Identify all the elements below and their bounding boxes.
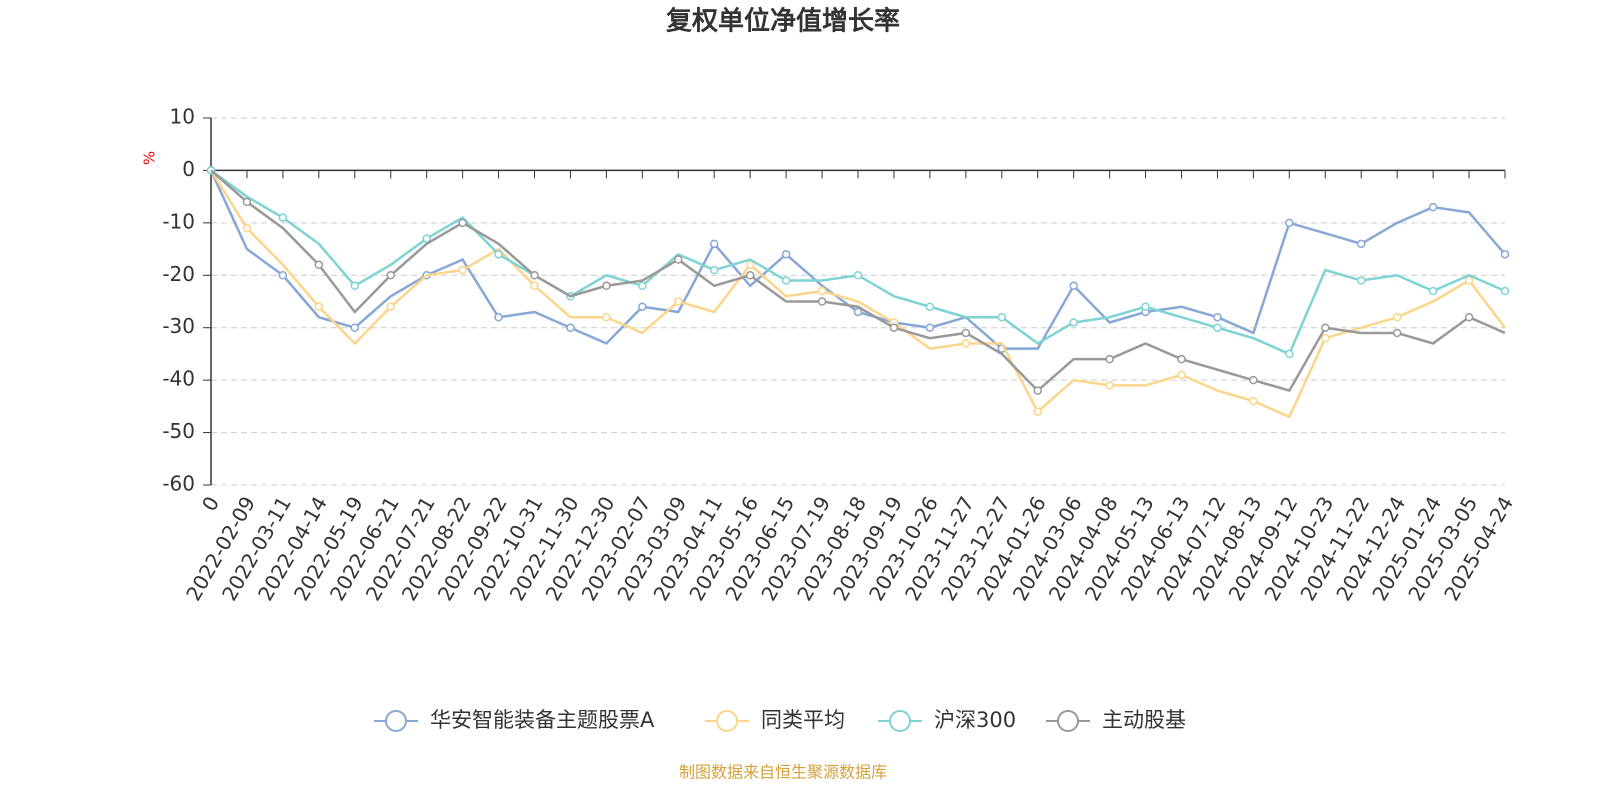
point: [925, 302, 935, 311]
point: [674, 297, 683, 306]
point: [1464, 312, 1474, 322]
point: [1105, 381, 1114, 390]
point: [242, 223, 252, 233]
point: [709, 239, 719, 249]
point: [817, 297, 827, 306]
y-tick-label: -20: [162, 262, 195, 286]
point: [997, 312, 1007, 322]
x-tick-label: 0: [197, 492, 224, 515]
point: [745, 271, 755, 280]
point: [961, 339, 971, 348]
point: [314, 260, 324, 270]
point: [1464, 276, 1474, 285]
legend-marker: [716, 710, 738, 732]
point: [350, 281, 360, 291]
point: [1177, 354, 1186, 364]
point: [1177, 370, 1186, 380]
series-line: [210, 169, 1506, 393]
y-tick-label: -50: [162, 419, 195, 443]
point: [386, 302, 395, 311]
point: [853, 271, 863, 280]
point: [1392, 328, 1402, 338]
point: [781, 276, 791, 285]
point: [494, 250, 503, 259]
point: [674, 255, 683, 264]
point: [1356, 239, 1366, 249]
point: [1141, 302, 1150, 311]
point: [1249, 396, 1258, 406]
point: [350, 323, 360, 332]
point: [1428, 286, 1438, 296]
point: [278, 271, 288, 280]
point: [278, 213, 288, 222]
y-tick-label: 0: [182, 157, 195, 181]
point: [242, 197, 252, 207]
point: [1069, 281, 1078, 291]
legend-marker: [889, 710, 911, 732]
legend-marker: [1057, 710, 1079, 732]
legend-label: 沪深300: [934, 708, 1016, 732]
point: [709, 265, 719, 275]
point: [781, 250, 791, 259]
legend-label: 主动股基: [1102, 708, 1186, 732]
source: 制图数据来自恒生聚源数据库: [679, 763, 887, 782]
point: [1105, 354, 1114, 364]
point: [530, 281, 539, 291]
y-tick-label: -40: [162, 367, 195, 391]
point: [1069, 318, 1078, 327]
point: [1213, 323, 1222, 332]
point: [1213, 312, 1222, 322]
point: [1428, 202, 1438, 212]
point: [638, 281, 647, 291]
point: [1392, 312, 1402, 322]
point: [1249, 375, 1258, 385]
point: [314, 302, 324, 311]
point: [458, 265, 467, 275]
point: [1321, 323, 1330, 332]
point: [1285, 349, 1294, 359]
point: [1033, 386, 1042, 395]
point: [961, 328, 971, 338]
legend-label: 同类平均: [761, 708, 845, 732]
point: [889, 323, 899, 332]
point: [1500, 250, 1510, 259]
y-tick-label: -10: [162, 209, 195, 233]
point: [566, 323, 575, 332]
point: [745, 260, 755, 270]
point: [853, 307, 863, 317]
point: [638, 302, 647, 311]
point: [386, 271, 395, 280]
legend-marker: [385, 710, 407, 732]
point: [1285, 218, 1294, 228]
point: [1500, 286, 1510, 296]
y-tick-label: 10: [170, 105, 195, 129]
point: [422, 234, 431, 243]
point: [458, 218, 467, 228]
point: [1356, 276, 1366, 285]
legend-label: 华安智能装备主题股票A: [430, 708, 655, 732]
y-tick-label: -30: [162, 314, 195, 338]
y-axis-label: %: [141, 151, 159, 165]
point: [494, 312, 503, 322]
point: [602, 312, 611, 322]
point: [925, 323, 935, 332]
point: [602, 281, 611, 291]
series-line: [209, 169, 1506, 419]
point: [1321, 333, 1330, 343]
point: [530, 271, 539, 280]
chart-title: 复权单位净值增长率: [666, 6, 900, 37]
series-line: [209, 169, 1506, 350]
point: [817, 286, 827, 296]
point: [1033, 407, 1042, 416]
y-tick-label: -60: [162, 472, 195, 496]
